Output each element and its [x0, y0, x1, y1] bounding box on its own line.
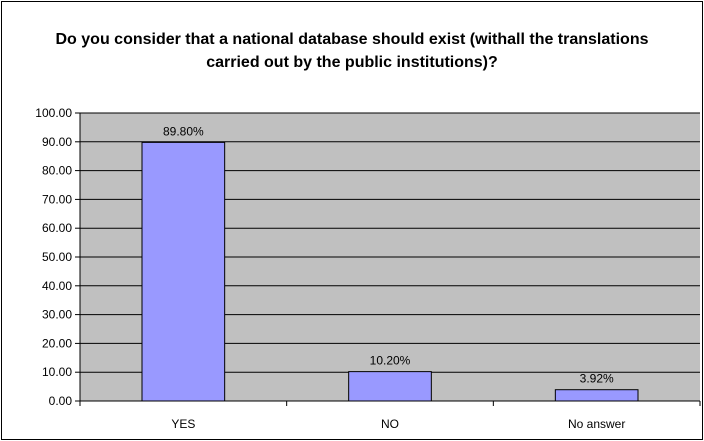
- x-axis: YES NO No answer: [79, 400, 701, 431]
- bars: [141, 141, 639, 402]
- data-label: 3.92%: [580, 372, 614, 386]
- y-axis: 0.00 10.00 20.00 30.00 40.00 50.00 60.00 70.00 8…: [35, 106, 81, 408]
- x-tick-label: NO: [381, 417, 399, 431]
- bar-no: [348, 371, 432, 402]
- y-tick-label: 90.00: [42, 135, 72, 149]
- bar-yes: [141, 141, 226, 402]
- y-tick-label: 60.00: [42, 221, 72, 235]
- y-tick-label: 0.00: [49, 394, 73, 408]
- data-label: 10.20%: [370, 354, 411, 368]
- y-tick-label: 40.00: [42, 279, 72, 293]
- y-tick-label: 30.00: [42, 308, 72, 322]
- y-tick-label: 80.00: [42, 164, 72, 178]
- y-tick-label: 100.00: [35, 106, 72, 120]
- chart-title: Do you consider that a national database…: [55, 31, 649, 71]
- bar-no-answer: [554, 389, 639, 402]
- y-tick-label: 50.00: [42, 250, 72, 264]
- x-tick-label: No answer: [568, 417, 625, 431]
- x-tick-label: YES: [171, 417, 195, 431]
- y-tick-label: 70.00: [42, 192, 72, 206]
- y-tick-label: 10.00: [42, 365, 72, 379]
- data-label: 89.80%: [163, 124, 204, 138]
- data-labels: 89.80% 10.20% 3.92%: [163, 124, 614, 385]
- y-tick-label: 20.00: [42, 336, 72, 350]
